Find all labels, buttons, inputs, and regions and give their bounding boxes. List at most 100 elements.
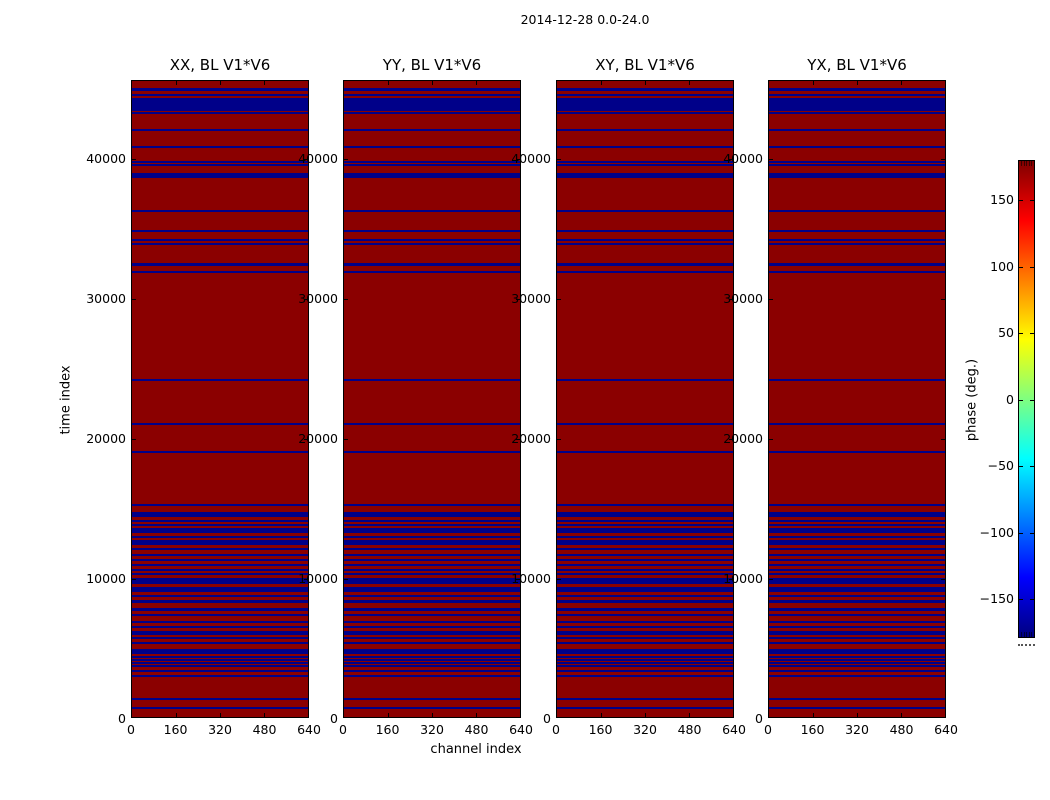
- blue-band: [557, 649, 733, 654]
- y-tickmark: [941, 579, 945, 580]
- blue-band: [132, 129, 308, 131]
- blue-band: [769, 512, 945, 517]
- blue-band: [557, 578, 733, 584]
- x-tickmark: [857, 81, 858, 85]
- blue-band: [557, 569, 733, 571]
- y-tick-label: 0: [543, 711, 551, 726]
- x-tick-label: 640: [722, 722, 746, 737]
- blue-band: [557, 595, 733, 597]
- panel-title: YY, BL V1*V6: [382, 56, 482, 74]
- blue-band: [769, 271, 945, 273]
- blue-band: [769, 554, 945, 556]
- x-tickmark: [388, 713, 389, 717]
- y-tick-label: 30000: [511, 291, 551, 306]
- colorbar-tick-label: −100: [979, 524, 1014, 540]
- blue-band: [769, 665, 945, 667]
- blue-band: [132, 548, 308, 550]
- blue-band: [132, 698, 308, 700]
- blue-band: [344, 239, 520, 241]
- blue-band: [132, 659, 308, 661]
- panel-title: XX, BL V1*V6: [169, 56, 271, 74]
- colorbar-extreme-hatch: [1021, 161, 1022, 166]
- y-tick-label: 20000: [298, 431, 338, 446]
- y-tickmark: [304, 159, 308, 160]
- colorbar-tickmark: [1030, 599, 1034, 600]
- blue-band: [557, 608, 733, 611]
- y-tick-label: 20000: [511, 431, 551, 446]
- y-tickmark: [729, 579, 733, 580]
- y-tick-label: 40000: [723, 151, 763, 166]
- x-tickmark: [813, 81, 814, 85]
- y-tickmark: [132, 579, 136, 580]
- blue-band: [557, 504, 733, 506]
- colorbar-tick-label: 150: [990, 192, 1014, 207]
- blue-band: [344, 263, 520, 266]
- blue-band: [344, 243, 520, 245]
- blue-band: [557, 210, 733, 212]
- blue-band: [132, 637, 308, 639]
- blue-band: [344, 707, 520, 709]
- blue-band: [344, 94, 520, 96]
- blue-band: [769, 608, 945, 611]
- blue-band: [769, 536, 945, 538]
- blue-band: [132, 146, 308, 148]
- blue-band: [344, 548, 520, 550]
- blue-band: [557, 637, 733, 639]
- blue-band: [132, 263, 308, 266]
- blue-band: [132, 540, 308, 545]
- blue-band: [132, 578, 308, 584]
- x-tickmark: [645, 81, 646, 85]
- blue-band: [557, 600, 733, 603]
- blue-band: [344, 524, 520, 526]
- x-axis-label: channel index: [430, 742, 522, 757]
- blue-band: [132, 161, 308, 163]
- blue-band: [132, 554, 308, 556]
- blue-band: [132, 98, 308, 111]
- colorbar-dotted-edge: [1018, 644, 1035, 646]
- blue-band: [557, 230, 733, 232]
- blue-band: [557, 659, 733, 661]
- blue-band: [557, 528, 733, 533]
- colorbar-extreme-hatch: [1021, 632, 1022, 637]
- colorbar-tickmark: [1019, 399, 1023, 401]
- colorbar-tick-label: −50: [987, 458, 1014, 473]
- blue-band: [132, 656, 308, 658]
- y-tickmark: [344, 159, 348, 160]
- x-tickmark: [264, 81, 265, 85]
- blue-band: [132, 626, 308, 628]
- x-tick-label: 160: [588, 722, 613, 737]
- y-tickmark: [729, 439, 733, 440]
- blue-band: [769, 637, 945, 639]
- x-tickmark: [901, 713, 902, 717]
- y-tick-label: 20000: [86, 431, 126, 446]
- blue-band: [557, 675, 733, 677]
- blue-band: [769, 173, 945, 178]
- blue-band: [132, 88, 308, 91]
- blue-band: [344, 451, 520, 453]
- blue-band: [769, 112, 945, 114]
- y-tickmark: [132, 299, 136, 300]
- blue-band: [557, 520, 733, 522]
- blue-band: [769, 707, 945, 709]
- colorbar-tickmark: [1030, 466, 1034, 467]
- blue-band: [344, 528, 520, 533]
- panel-title: XY, BL V1*V6: [595, 56, 695, 74]
- blue-band: [344, 642, 520, 644]
- y-tickmark: [769, 159, 773, 160]
- colorbar: [1018, 160, 1035, 638]
- colorbar-tickmark: [1030, 399, 1034, 401]
- blue-band: [557, 88, 733, 91]
- y-tickmark: [344, 439, 348, 440]
- y-tickmark: [557, 439, 561, 440]
- blue-band: [344, 595, 520, 597]
- blue-band: [557, 626, 733, 628]
- blue-band: [132, 595, 308, 597]
- colorbar-extreme-hatch: [1031, 632, 1032, 637]
- blue-band: [769, 230, 945, 232]
- x-tickmark: [220, 81, 221, 85]
- blue-band: [769, 675, 945, 677]
- blue-band: [132, 112, 308, 114]
- x-tickmark: [476, 713, 477, 717]
- x-tickmark: [432, 81, 433, 85]
- blue-band: [769, 649, 945, 654]
